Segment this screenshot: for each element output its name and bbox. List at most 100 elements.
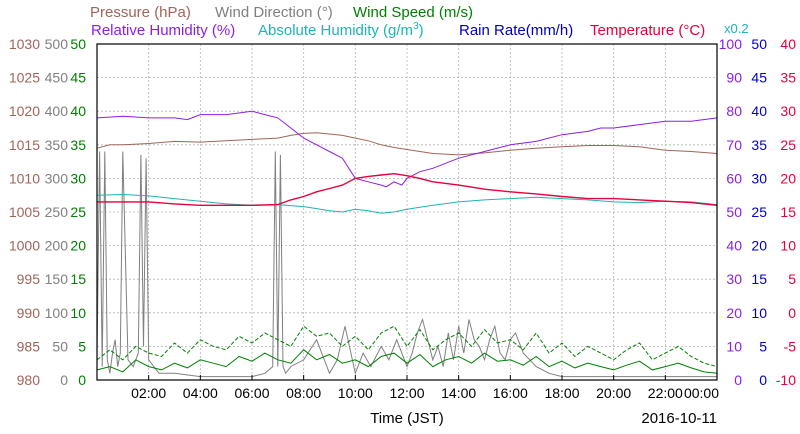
- y-tick-label-wind-speed: 20: [70, 238, 86, 254]
- x-tick-label: 00:00: [684, 385, 719, 401]
- y-tick-label-wind-speed: 50: [70, 36, 86, 52]
- y-tick-label-temperature: 5: [788, 271, 796, 287]
- x-tick-label: 02:00: [131, 385, 166, 401]
- legend-sup: 3: [413, 21, 419, 32]
- x-tick-label: 22:00: [648, 385, 683, 401]
- y-tick-label-relative-humidity: 0: [734, 372, 742, 388]
- y-tick-label-wind-direction: 350: [45, 137, 69, 153]
- y-tick-label-temperature: 40: [780, 36, 796, 52]
- y-tick-label-pressure: 1010: [9, 170, 40, 186]
- y-tick-label-pressure: 990: [17, 305, 41, 321]
- y-tick-label-wind-speed: 10: [70, 305, 86, 321]
- y-tick-label-pressure: 1015: [9, 137, 40, 153]
- legend-entry-6: Temperature (°C): [590, 22, 705, 39]
- legend-label: Temperature (°C): [590, 22, 705, 39]
- y-tick-label-rain-rate: 5: [759, 338, 767, 354]
- y-tick-label-temperature: 15: [780, 204, 796, 220]
- y-tick-label-pressure: 980: [17, 372, 41, 388]
- y-tick-label-wind-speed: 15: [70, 271, 86, 287]
- y-tick-label-rain-rate: 35: [751, 137, 767, 153]
- y-tick-label-temperature: 20: [780, 170, 796, 186]
- x-tick-label: 06:00: [234, 385, 269, 401]
- y-tick-label-wind-direction: 400: [45, 103, 69, 119]
- x-tick-label: 12:00: [389, 385, 424, 401]
- legend: Pressure (hPa) Wind Direction (°) Wind Spe…: [90, 4, 749, 39]
- legend-entry-7: x0.2: [724, 21, 749, 36]
- y-tick-label-wind-direction: 150: [45, 271, 69, 287]
- legend-entry-2: Wind Speed (m/s): [353, 4, 473, 21]
- legend-entry-1: Wind Direction (°): [215, 4, 333, 21]
- y-tick-label-relative-humidity: 90: [726, 70, 742, 86]
- y-tick-label-wind-direction: 50: [52, 338, 68, 354]
- y-tick-label-rain-rate: 50: [751, 36, 767, 52]
- y-tick-label-relative-humidity: 80: [726, 103, 742, 119]
- y-tick-label-temperature: 0: [788, 305, 796, 321]
- y-tick-label-relative-humidity: 70: [726, 137, 742, 153]
- y-tick-label-pressure: 995: [17, 271, 41, 287]
- legend-label: Pressure (hPa): [90, 4, 191, 21]
- y-tick-label-relative-humidity: 20: [726, 305, 742, 321]
- y-axes: 1030102510201015101010051000995990985980…: [9, 36, 796, 388]
- x-tick-label: 10:00: [338, 385, 373, 401]
- series-line-1: [96, 151, 717, 378]
- y-tick-label-rain-rate: 15: [751, 271, 767, 287]
- legend-label: Wind Speed (m/s): [353, 4, 473, 21]
- legend-label: Relative Humidity (%): [91, 22, 235, 39]
- x-tick-label: 14:00: [441, 385, 476, 401]
- y-tick-label-relative-humidity: 10: [726, 338, 742, 354]
- y-tick-label-pressure: 1020: [9, 103, 40, 119]
- y-tick-label-relative-humidity: 40: [726, 238, 742, 254]
- y-tick-label-wind-direction: 500: [45, 36, 69, 52]
- series-line-0: [96, 132, 718, 156]
- series-line-2: [96, 349, 718, 374]
- y-tick-label-pressure: 985: [17, 338, 41, 354]
- y-tick-label-wind-direction: 200: [45, 238, 69, 254]
- x-axis: 02:00 04:00 06:00 08:00 10:00 12:00 14:00 16:00…: [131, 375, 719, 427]
- y-tick-label-temperature: 35: [780, 70, 796, 86]
- y-tick-label-rain-rate: 30: [751, 170, 767, 186]
- y-tick-label-relative-humidity: 60: [726, 170, 742, 186]
- y-tick-label-wind-speed: 35: [70, 137, 86, 153]
- y-tick-label-wind-speed: 30: [70, 170, 86, 186]
- y-tick-label-temperature: -10: [776, 372, 796, 388]
- series-line-7: [97, 172, 718, 206]
- series-line-5: [96, 193, 718, 214]
- y-tick-label-pressure: 1005: [9, 204, 40, 220]
- y-tick-label-rain-rate: 25: [751, 204, 767, 220]
- x-tick-label: 16:00: [493, 385, 528, 401]
- y-tick-label-temperature: 30: [780, 103, 796, 119]
- y-tick-label-relative-humidity: 100: [719, 36, 743, 52]
- legend-label: Rain Rate(mm/h): [459, 22, 573, 39]
- series-line-4: [96, 110, 718, 188]
- y-tick-label-pressure: 1025: [9, 70, 40, 86]
- x-tick-label: 20:00: [596, 385, 631, 401]
- legend-close: ): [419, 22, 424, 39]
- y-tick-label-rain-rate: 20: [751, 238, 767, 254]
- legend-label: Absolute Humidity (g/m: [258, 22, 413, 39]
- series-line-3: [96, 325, 718, 368]
- legend-entry-4: Absolute Humidity (g/m3): [258, 21, 424, 39]
- y-tick-label-wind-speed: 25: [70, 204, 86, 220]
- legend-label: Wind Direction (°): [215, 4, 333, 21]
- x-tick-label: 18:00: [544, 385, 579, 401]
- legend-label: x0.2: [724, 21, 749, 36]
- y-tick-label-temperature: -5: [784, 338, 797, 354]
- x-axis-label: Time (JST): [370, 410, 444, 427]
- y-tick-label-rain-rate: 45: [751, 70, 767, 86]
- y-tick-label-wind-direction: 250: [45, 204, 69, 220]
- y-tick-label-wind-speed: 45: [70, 70, 86, 86]
- y-tick-label-wind-speed: 40: [70, 103, 86, 119]
- y-tick-label-wind-direction: 0: [60, 372, 68, 388]
- legend-entry-3: Relative Humidity (%): [91, 22, 235, 39]
- y-tick-label-relative-humidity: 50: [726, 204, 742, 220]
- legend-entry-5: Rain Rate(mm/h): [459, 22, 573, 39]
- x-tick-label: 08:00: [286, 385, 321, 401]
- y-tick-label-wind-speed: 5: [78, 338, 86, 354]
- y-tick-label-temperature: 10: [780, 238, 796, 254]
- y-tick-label-wind-direction: 450: [45, 70, 69, 86]
- y-tick-label-wind-direction: 100: [45, 305, 69, 321]
- y-tick-label-wind-direction: 300: [45, 170, 69, 186]
- y-tick-label-rain-rate: 10: [751, 305, 767, 321]
- date-label: 2016-10-11: [641, 410, 717, 427]
